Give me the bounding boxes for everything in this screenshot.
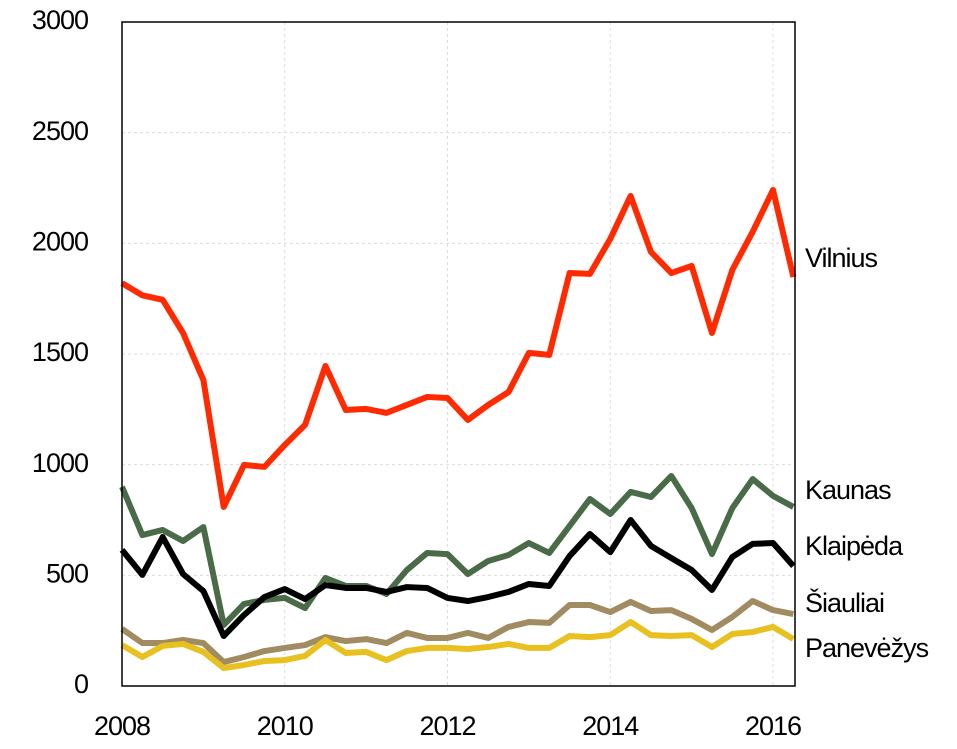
series-label: Kaunas xyxy=(805,475,891,505)
x-tick-label: 2008 xyxy=(94,711,150,741)
x-tick-label: 2016 xyxy=(745,711,801,741)
y-tick-label: 3000 xyxy=(32,5,88,35)
y-tick-label: 2000 xyxy=(32,226,88,256)
series-line xyxy=(119,472,795,628)
y-tick-label: 1500 xyxy=(32,337,88,367)
y-tick-label: 1000 xyxy=(32,448,88,478)
x-tick-label: 2014 xyxy=(582,711,639,741)
series-line xyxy=(119,517,796,639)
series-label: Panevėžys xyxy=(805,633,929,663)
series-label: Vilnius xyxy=(805,243,878,273)
plot-frame xyxy=(121,21,796,687)
series-label: Klaipėda xyxy=(805,531,904,561)
x-tick-label: 2010 xyxy=(257,711,313,741)
series-line xyxy=(120,598,794,666)
y-tick-label: 500 xyxy=(46,558,88,588)
y-tick-label: 2500 xyxy=(32,116,88,146)
series-line xyxy=(120,619,795,672)
series-line xyxy=(120,186,797,510)
y-tick-label: 0 xyxy=(74,669,88,699)
x-tick-label: 2012 xyxy=(419,711,475,741)
series-label: Šiauliai xyxy=(805,587,884,618)
